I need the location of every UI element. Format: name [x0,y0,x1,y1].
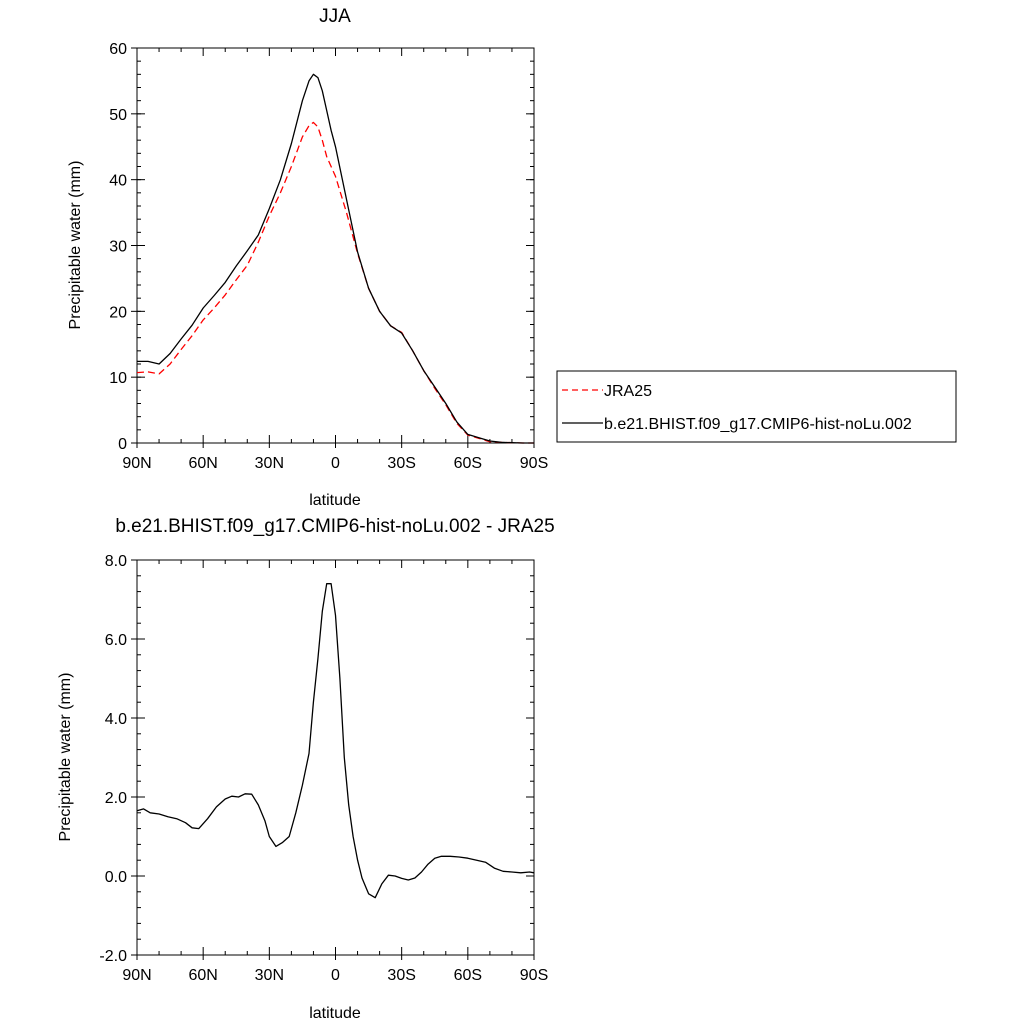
chart-top-x-axis-label: latitude [309,492,361,509]
y-tick-label: 50 [109,107,127,124]
x-tick-label: 30S [387,455,415,472]
chart-bottom-y-axis-label: Precipitable water (mm) [57,673,74,842]
x-tick-label: 90N [122,455,151,472]
x-tick-label: 90N [122,967,151,984]
chart-bottom-x-tick-labels: 90N 60N 30N 0 30S 60S 90S [122,967,548,984]
x-tick-label: 0 [331,455,340,472]
series-model-line [137,73,534,444]
y-tick-label: 0 [118,436,127,453]
y-tick-label: 60 [109,41,127,58]
chart-bottom-x-axis-label: latitude [309,1005,361,1022]
x-tick-label: 60N [188,455,217,472]
y-tick-label: 8.0 [105,553,127,570]
chart-top-x-tick-labels: 90N 60N 30N 0 30S 60S 90S [122,455,548,472]
legend-box [556,370,957,443]
x-tick-label: 30N [255,967,284,984]
y-tick-label: 0.0 [105,869,127,886]
x-tick-label: 0 [331,967,340,984]
chart-bottom-series [136,583,535,899]
chart-bottom-ticks [131,559,535,960]
chart-bottom: b.e21.BHIST.f09_g17.CMIP6-hist-noLu.002 … [57,516,555,1022]
y-tick-label: 2.0 [105,790,127,807]
chart-top-y-axis-label: Precipitable water (mm) [67,161,84,330]
chart-top-title: JJA [319,6,351,27]
chart-bottom-y-tick-labels: -2.0 0.0 2.0 4.0 6.0 8.0 [99,553,127,965]
series-jra25-line [136,121,534,444]
y-tick-label: 40 [109,173,127,190]
chart-top-y-tick-labels: 0 10 20 30 40 50 60 [109,41,127,453]
y-tick-label: 20 [109,304,127,321]
chart-top-ticks [131,47,535,448]
y-tick-label: 10 [109,370,127,387]
chart-top-series [136,73,534,444]
x-tick-label: 30S [387,967,415,984]
x-tick-label: 60S [454,455,482,472]
legend-jra25-label: JRA25 [604,383,652,400]
y-tick-label: 30 [109,239,127,256]
x-tick-label: 60N [188,967,217,984]
chart-top: JJA 90N 60N 30N 0 30S 60S 90S 0 10 20 30 40 50 60 la… [67,6,957,509]
x-tick-label: 60S [454,967,482,984]
y-tick-label: 4.0 [105,711,127,728]
x-tick-label: 90S [520,967,548,984]
y-tick-label: -2.0 [99,948,127,965]
legend-model-label: b.e21.BHIST.f09_g17.CMIP6-hist-noLu.002 [604,416,912,433]
legend: JRA25 b.e21.BHIST.f09_g17.CMIP6-hist-noL… [556,370,957,443]
x-tick-label: 90S [520,455,548,472]
y-tick-label: 6.0 [105,632,127,649]
chart-top-plot-frame [136,47,535,444]
series-model-line [136,583,535,899]
chart-bottom-title: b.e21.BHIST.f09_g17.CMIP6-hist-noLu.002 … [115,516,554,537]
x-tick-label: 30N [255,455,284,472]
